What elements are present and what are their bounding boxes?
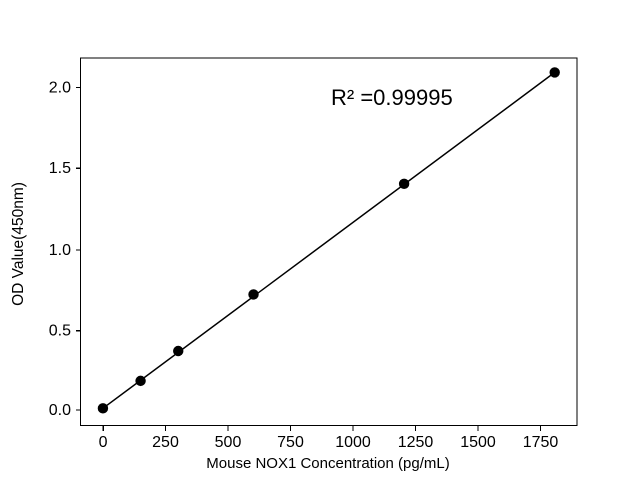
svg-text:250: 250 [152, 434, 179, 451]
svg-text:1250: 1250 [398, 434, 434, 451]
svg-text:Mouse NOX1 Concentration (pg/m: Mouse NOX1 Concentration (pg/mL) [206, 455, 449, 472]
svg-text:0.0: 0.0 [49, 402, 71, 419]
svg-text:1.0: 1.0 [49, 242, 71, 259]
svg-text:2.0: 2.0 [49, 80, 71, 97]
svg-text:1.5: 1.5 [49, 160, 71, 177]
svg-text:OD Value(450nm): OD Value(450nm) [10, 182, 27, 306]
svg-text:0.5: 0.5 [49, 323, 71, 340]
svg-text:0: 0 [99, 434, 108, 451]
svg-text:1750: 1750 [523, 434, 559, 451]
svg-text:750: 750 [277, 434, 304, 451]
svg-text:1000: 1000 [335, 434, 371, 451]
svg-text:500: 500 [215, 434, 242, 451]
svg-text:1500: 1500 [460, 434, 496, 451]
svg-text:R² =0.99995: R² =0.99995 [331, 85, 453, 110]
